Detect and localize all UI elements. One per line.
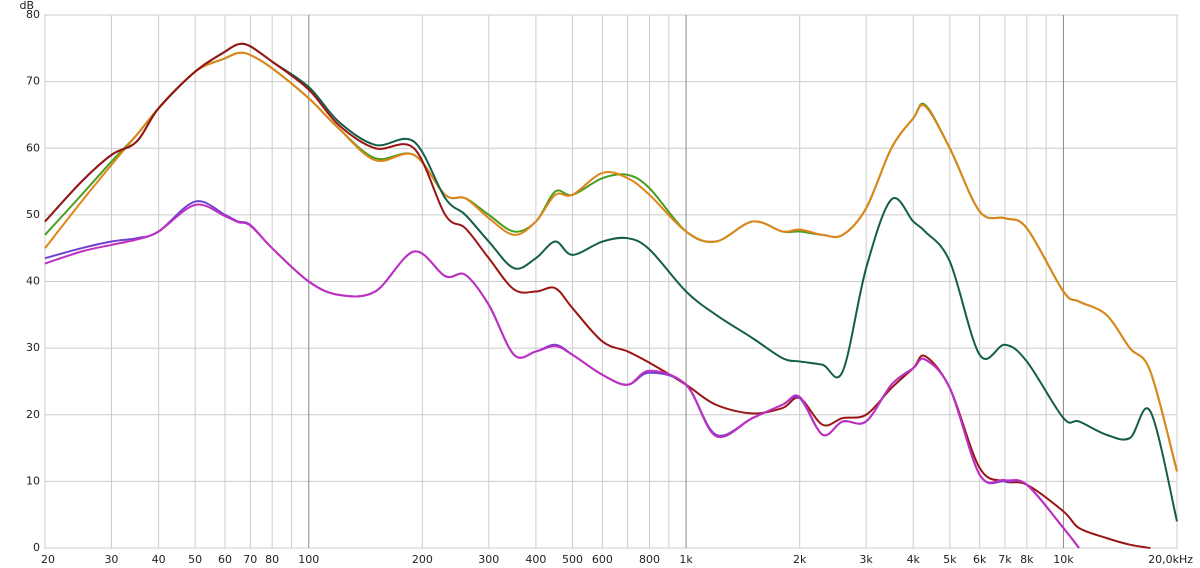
y-tick-label: 60	[26, 141, 40, 154]
y-tick-label: 30	[26, 341, 40, 354]
y-tick-label: 20	[26, 408, 40, 421]
x-tick-label: 10k	[1053, 553, 1074, 566]
series-line	[44, 51, 1178, 472]
y-tick-label: 10	[26, 474, 40, 487]
x-tick-label: 60	[218, 553, 232, 566]
x-tick-label: 30	[104, 553, 118, 566]
y-tick-label: 50	[26, 208, 40, 221]
x-tick-label: 3k	[859, 553, 873, 566]
x-tick-label: 20,0kHz	[1148, 553, 1193, 566]
x-tick-label: 200	[412, 553, 433, 566]
grid	[44, 14, 1178, 549]
x-tick-label: 4k	[907, 553, 921, 566]
x-tick-label: 40	[152, 553, 166, 566]
x-tick-label: 8k	[1020, 553, 1034, 566]
x-tick-label: 5k	[943, 553, 957, 566]
y-tick-label: 0	[33, 541, 40, 554]
y-axis-label: dB	[19, 0, 34, 12]
x-tick-label: 50	[188, 553, 202, 566]
x-tick-label: 300	[478, 553, 499, 566]
x-tick-label: 80	[265, 553, 279, 566]
series-line	[44, 42, 1151, 549]
x-tick-label: 500	[562, 553, 583, 566]
y-tick-label: 70	[26, 75, 40, 88]
y-tick-label: 80	[26, 8, 40, 21]
x-tick-label: 800	[639, 553, 660, 566]
x-tick-label: 6k	[973, 553, 987, 566]
x-tick-label: 20	[41, 553, 55, 566]
x-tick-label: 70	[243, 553, 257, 566]
x-tick-label: 2k	[793, 553, 807, 566]
x-tick-label: 7k	[998, 553, 1012, 566]
series-line	[44, 203, 1080, 549]
x-tick-label: 400	[525, 553, 546, 566]
x-tick-label: 1k	[679, 553, 693, 566]
y-tick-label: 40	[26, 275, 40, 288]
x-tick-label: 600	[592, 553, 613, 566]
x-tick-label: 100	[298, 553, 319, 566]
